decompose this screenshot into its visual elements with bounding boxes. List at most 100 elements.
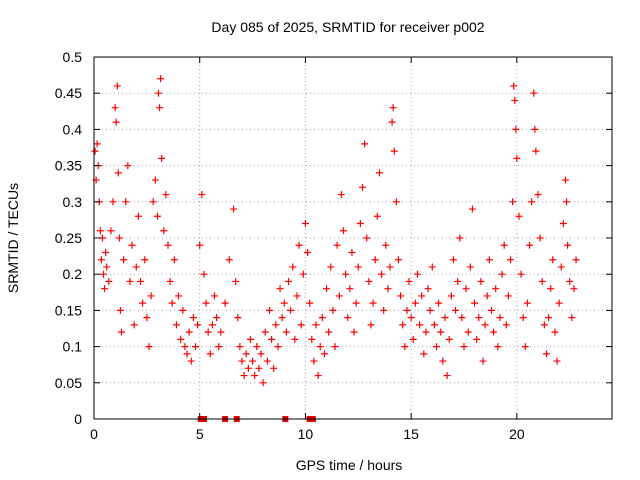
data-point	[244, 364, 252, 372]
data-point	[485, 256, 493, 264]
data-point	[170, 256, 178, 264]
data-point	[164, 241, 172, 249]
data-points	[91, 75, 580, 422]
data-point	[462, 285, 470, 293]
data-point	[471, 299, 479, 307]
data-point	[230, 205, 238, 213]
x-tick-label: 15	[403, 426, 419, 442]
data-point	[551, 328, 559, 336]
data-point	[397, 292, 405, 300]
data-point	[213, 314, 221, 322]
data-point	[246, 335, 254, 343]
data-point	[253, 343, 261, 351]
data-point	[477, 277, 485, 285]
data-point	[521, 343, 529, 351]
data-point	[394, 256, 402, 264]
data-point	[242, 350, 250, 358]
data-point	[422, 328, 430, 336]
data-point	[430, 321, 438, 329]
data-point	[149, 198, 157, 206]
data-point	[570, 285, 578, 293]
data-point	[299, 270, 307, 278]
data-point	[325, 328, 333, 336]
data-point	[268, 335, 276, 343]
data-point	[97, 256, 105, 264]
data-point	[386, 263, 394, 271]
data-point	[304, 248, 312, 256]
data-point	[134, 212, 142, 220]
data-point	[122, 198, 130, 206]
x-tick-label: 5	[196, 426, 204, 442]
data-point	[172, 321, 180, 329]
data-point	[191, 343, 199, 351]
data-point	[464, 328, 472, 336]
data-point	[236, 343, 244, 351]
data-point	[206, 350, 214, 358]
data-point	[399, 321, 407, 329]
data-point	[114, 169, 122, 177]
data-point	[502, 321, 510, 329]
data-point	[113, 82, 121, 90]
data-point	[561, 176, 569, 184]
data-point	[154, 89, 162, 97]
data-point	[156, 104, 164, 112]
data-point	[337, 191, 345, 199]
data-point	[510, 82, 518, 90]
data-point	[443, 372, 451, 380]
data-point	[378, 270, 386, 278]
data-point	[557, 263, 565, 271]
data-point	[238, 357, 246, 365]
axes: 0 5 10 15 20 0 0.05 0.1 0.15 0.2 0.25 0.3 0.35 0.4 0.4…	[55, 49, 612, 442]
y-tick-label: 0	[74, 411, 82, 427]
data-point	[318, 314, 326, 322]
data-point	[572, 256, 580, 264]
data-point	[509, 198, 517, 206]
data-point	[367, 321, 375, 329]
data-point	[534, 191, 542, 199]
data-point	[115, 234, 123, 242]
data-point	[460, 343, 468, 351]
data-point	[111, 104, 119, 112]
data-point	[487, 306, 495, 314]
data-point	[407, 314, 415, 322]
data-point	[496, 314, 504, 322]
y-tick-label: 0.1	[63, 339, 83, 355]
data-point	[405, 277, 413, 285]
data-point	[447, 292, 455, 300]
data-point	[352, 299, 360, 307]
y-tick-label: 0.4	[63, 121, 83, 137]
x-tick-label: 10	[298, 426, 314, 442]
data-point	[428, 263, 436, 271]
data-point	[492, 285, 500, 293]
data-point	[194, 321, 202, 329]
data-point	[179, 306, 187, 314]
data-point	[564, 241, 572, 249]
data-point	[175, 292, 183, 300]
data-point	[221, 299, 229, 307]
data-point	[481, 321, 489, 329]
data-point	[200, 270, 208, 278]
data-point	[411, 299, 419, 307]
data-point	[183, 350, 191, 358]
data-point	[555, 299, 563, 307]
data-point	[437, 328, 445, 336]
data-point	[293, 292, 301, 300]
data-point	[211, 292, 219, 300]
data-point	[234, 314, 242, 322]
data-point	[168, 299, 176, 307]
data-point	[187, 357, 195, 365]
data-point	[333, 241, 341, 249]
data-point	[523, 299, 531, 307]
data-point	[538, 277, 546, 285]
data-point	[389, 104, 397, 112]
data-point	[566, 277, 574, 285]
data-point	[458, 314, 466, 322]
data-point	[490, 328, 498, 336]
data-point	[151, 176, 159, 184]
data-point	[257, 350, 265, 358]
data-point	[540, 321, 548, 329]
data-point	[466, 263, 474, 271]
data-point	[371, 256, 379, 264]
data-point	[306, 299, 314, 307]
data-point	[390, 147, 398, 155]
